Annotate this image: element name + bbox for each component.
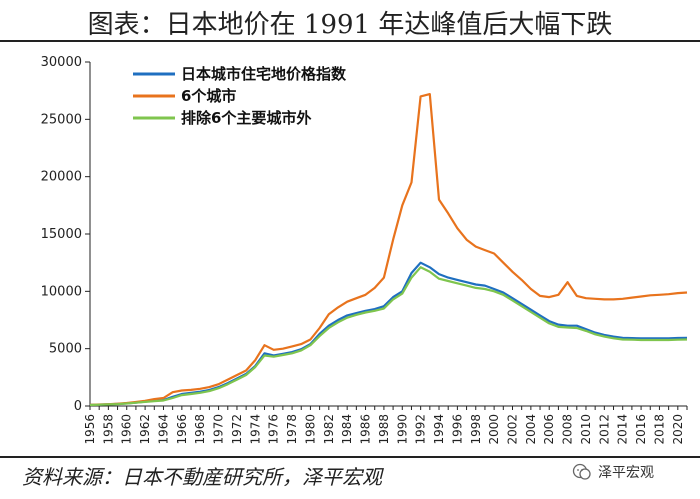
x-tick-label: 2000 xyxy=(487,414,501,445)
legend-label-2: 6个城市 xyxy=(181,87,236,105)
x-tick-label: 1988 xyxy=(377,414,391,445)
x-tick-label: 2002 xyxy=(505,414,519,445)
y-tick-label: 10000 xyxy=(41,284,82,299)
series-line-2 xyxy=(89,92,688,406)
x-tick-label: 1962 xyxy=(138,414,152,445)
y-tick-label: 30000 xyxy=(41,55,82,70)
y-tick-label: 0 xyxy=(74,399,82,414)
x-tick-label: 2018 xyxy=(652,414,666,445)
x-tick-label: 2006 xyxy=(542,414,556,445)
x-tick-label: 1960 xyxy=(120,414,134,445)
x-tick-label: 1956 xyxy=(83,414,97,445)
series-line-1 xyxy=(89,261,688,406)
y-tick-label: 20000 xyxy=(41,170,82,185)
x-tick-label: 1978 xyxy=(285,414,299,445)
x-tick-label: 2010 xyxy=(579,414,593,445)
source-note: 资料来源：日本不動産研究所，泽平宏观 xyxy=(22,465,382,489)
x-tick-label: 1958 xyxy=(101,414,115,445)
x-tick-label: 1976 xyxy=(267,414,281,445)
wechat-icon xyxy=(572,463,591,480)
footer-divider xyxy=(0,456,700,458)
x-tick-label: 1966 xyxy=(175,414,189,445)
y-tick-label: 15000 xyxy=(41,227,82,242)
x-tick-label: 1970 xyxy=(212,414,226,445)
x-tick-label: 1964 xyxy=(156,414,170,445)
x-tick-label: 1974 xyxy=(248,414,262,445)
watermark: 泽平宏观 xyxy=(598,465,654,481)
x-tick-label: 1994 xyxy=(432,414,446,445)
series-line-3 xyxy=(89,266,688,407)
legend-label-1: 日本城市住宅地价格指数 xyxy=(181,65,347,83)
x-tick-label: 2014 xyxy=(616,414,630,445)
title-divider xyxy=(0,40,700,42)
x-tick-label: 2020 xyxy=(671,414,685,445)
y-tick-label: 5000 xyxy=(49,342,82,357)
x-tick-label: 2004 xyxy=(524,414,538,445)
x-tick-label: 1972 xyxy=(230,414,244,445)
x-tick-label: 1992 xyxy=(414,414,428,445)
x-tick-label: 1986 xyxy=(359,414,373,445)
x-tick-label: 1996 xyxy=(450,414,464,445)
x-tick-label: 1968 xyxy=(193,414,207,445)
x-tick-label: 2016 xyxy=(634,414,648,445)
x-tick-label: 1990 xyxy=(395,414,409,445)
legend-label-3: 排除6个主要城市外 xyxy=(181,109,311,127)
x-tick-label: 2008 xyxy=(561,414,575,445)
x-tick-label: 1984 xyxy=(340,414,354,445)
x-tick-label: 1982 xyxy=(322,414,336,445)
x-tick-label: 2012 xyxy=(597,414,611,445)
x-tick-label: 1980 xyxy=(303,414,317,445)
page-title: 图表：日本地价在 1991 年达峰值后大幅下跌 xyxy=(87,10,613,40)
y-tick-label: 25000 xyxy=(41,112,82,127)
x-tick-label: 1998 xyxy=(469,414,483,445)
line-chart: 0 5000 10000 15000 20000 25000 30000 1956 1958 19… xyxy=(41,55,688,445)
